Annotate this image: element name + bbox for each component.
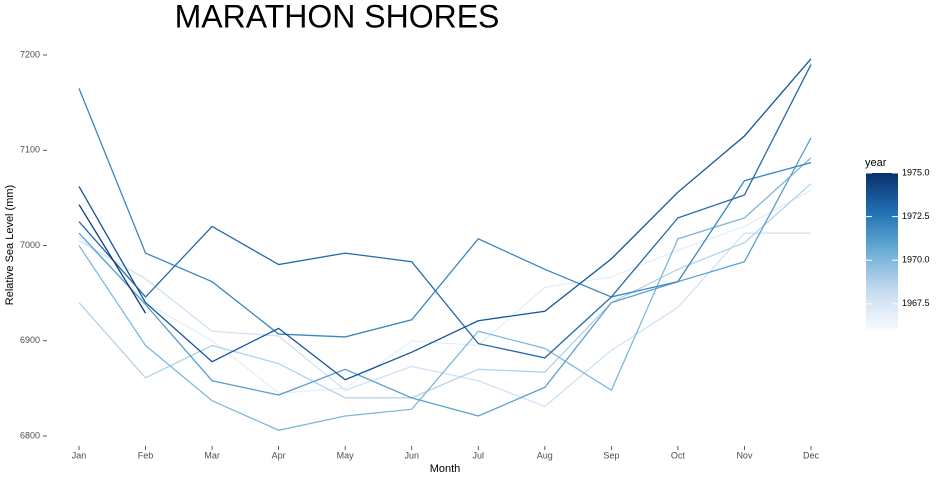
x-tick-label: Aug [537, 450, 553, 460]
colorbar-label: 1970.0 [902, 255, 930, 265]
series-line [78, 157, 812, 431]
chart-title: MARATHON SHORES [175, 0, 500, 34]
x-tick-label: Dec [803, 450, 820, 460]
x-axis-label: Month [430, 463, 461, 475]
colorbar-label: 1975.0 [902, 167, 930, 177]
series-line [78, 88, 812, 338]
legend-title: year [865, 157, 887, 169]
y-tick-label: 6800 [20, 430, 40, 440]
series-line [78, 204, 147, 314]
colorbar-label: 1967.5 [902, 298, 930, 308]
x-tick-label: Jan [72, 450, 87, 460]
y-tick-label: 7000 [20, 240, 40, 250]
series-line [78, 183, 812, 399]
x-tick-label: Feb [138, 450, 154, 460]
x-tick-label: Oct [671, 450, 686, 460]
x-tick-label: Nov [736, 450, 753, 460]
y-tick-label: 6900 [20, 335, 40, 345]
y-tick-label: 7200 [20, 49, 40, 59]
x-tick-label: Jun [404, 450, 419, 460]
y-axis-label: Relative Sea Level (mm) [4, 185, 16, 305]
x-tick-label: Apr [272, 450, 286, 460]
colorbar-label: 1972.5 [902, 211, 930, 221]
y-tick-label: 7100 [20, 145, 40, 155]
series-line [78, 189, 812, 394]
series-line [78, 64, 812, 359]
series-line [78, 58, 812, 381]
series-line [78, 232, 811, 408]
x-tick-label: Jul [473, 450, 485, 460]
x-tick-label: May [337, 450, 355, 460]
series-line [78, 137, 812, 417]
x-tick-label: Sep [603, 450, 619, 460]
colorbar [866, 173, 898, 330]
x-tick-label: Mar [204, 450, 220, 460]
